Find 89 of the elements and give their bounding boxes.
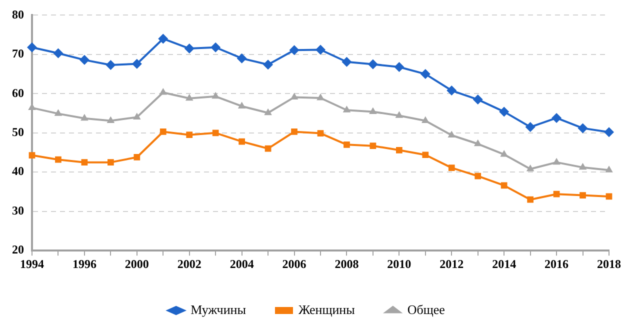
point (160, 128, 166, 135)
x-tick-label: 2010 (387, 256, 412, 271)
point (134, 154, 140, 160)
point (525, 122, 536, 132)
x-tick-label: 2018 (597, 256, 621, 271)
point (422, 152, 429, 158)
point (448, 164, 455, 171)
point (580, 192, 586, 198)
point (289, 45, 300, 56)
y-tick-label: 70 (12, 46, 24, 61)
point (264, 145, 272, 152)
y-tick-label: 80 (12, 7, 24, 22)
legend-label: Общее (407, 302, 446, 317)
point (54, 109, 62, 116)
point (553, 190, 560, 198)
point (133, 112, 141, 120)
point (81, 159, 88, 166)
point (316, 44, 326, 55)
point (263, 60, 274, 70)
point (238, 138, 245, 145)
y-tick-label: 40 (12, 164, 24, 178)
point (499, 106, 510, 117)
point (159, 88, 168, 95)
x-tick-label: 2014 (492, 256, 516, 271)
point (132, 58, 142, 69)
point (448, 130, 456, 138)
point (238, 102, 246, 108)
point (420, 69, 430, 80)
point (396, 146, 402, 154)
point (291, 128, 298, 135)
point (212, 92, 220, 99)
x-tick-label: 2008 (334, 256, 359, 271)
point (316, 93, 324, 100)
point (446, 86, 457, 96)
point (106, 116, 115, 123)
legend-label: Женщины (298, 302, 356, 317)
point (106, 60, 116, 70)
point (342, 56, 352, 67)
x-tick-label: 1996 (72, 256, 96, 271)
point (422, 116, 430, 123)
point (236, 53, 247, 64)
point (317, 130, 324, 136)
legend-label: Мужчины (190, 302, 246, 317)
point (79, 54, 90, 65)
point (290, 92, 298, 100)
point (369, 107, 377, 114)
point (474, 139, 482, 146)
point (185, 94, 194, 101)
point (370, 142, 376, 150)
point (500, 150, 508, 157)
point (80, 114, 88, 121)
point (578, 162, 587, 170)
point (605, 166, 613, 172)
point (184, 44, 194, 54)
point (552, 158, 560, 165)
point (264, 108, 272, 116)
point (186, 132, 193, 138)
point (578, 123, 588, 134)
x-tick-label: 2016 (544, 256, 569, 271)
x-tick-label: 2000 (124, 256, 149, 271)
point (500, 182, 508, 189)
y-tick-label: 60 (12, 86, 24, 100)
point (394, 62, 404, 72)
point (474, 172, 482, 180)
y-tick-label: 20 (12, 242, 24, 257)
point (108, 159, 114, 166)
point (604, 127, 614, 138)
point (28, 152, 36, 158)
point (526, 164, 534, 172)
point (212, 130, 219, 136)
point (344, 141, 350, 148)
point (27, 42, 37, 52)
point (395, 111, 404, 118)
x-tick-label: 2012 (440, 256, 464, 271)
point (158, 34, 168, 44)
point (55, 156, 62, 163)
x-tick-label: 1994 (20, 256, 44, 271)
x-tick-label: 2002 (177, 256, 202, 271)
point (552, 112, 562, 123)
point (472, 94, 483, 105)
point (210, 42, 221, 52)
point (53, 48, 64, 58)
point (527, 196, 534, 203)
x-tick-label: 2006 (282, 256, 306, 271)
point (342, 106, 351, 112)
point (368, 59, 378, 70)
y-tick-label: 50 (12, 124, 24, 139)
x-tick-label: 2004 (230, 256, 254, 271)
y-tick-label: 30 (12, 203, 24, 218)
